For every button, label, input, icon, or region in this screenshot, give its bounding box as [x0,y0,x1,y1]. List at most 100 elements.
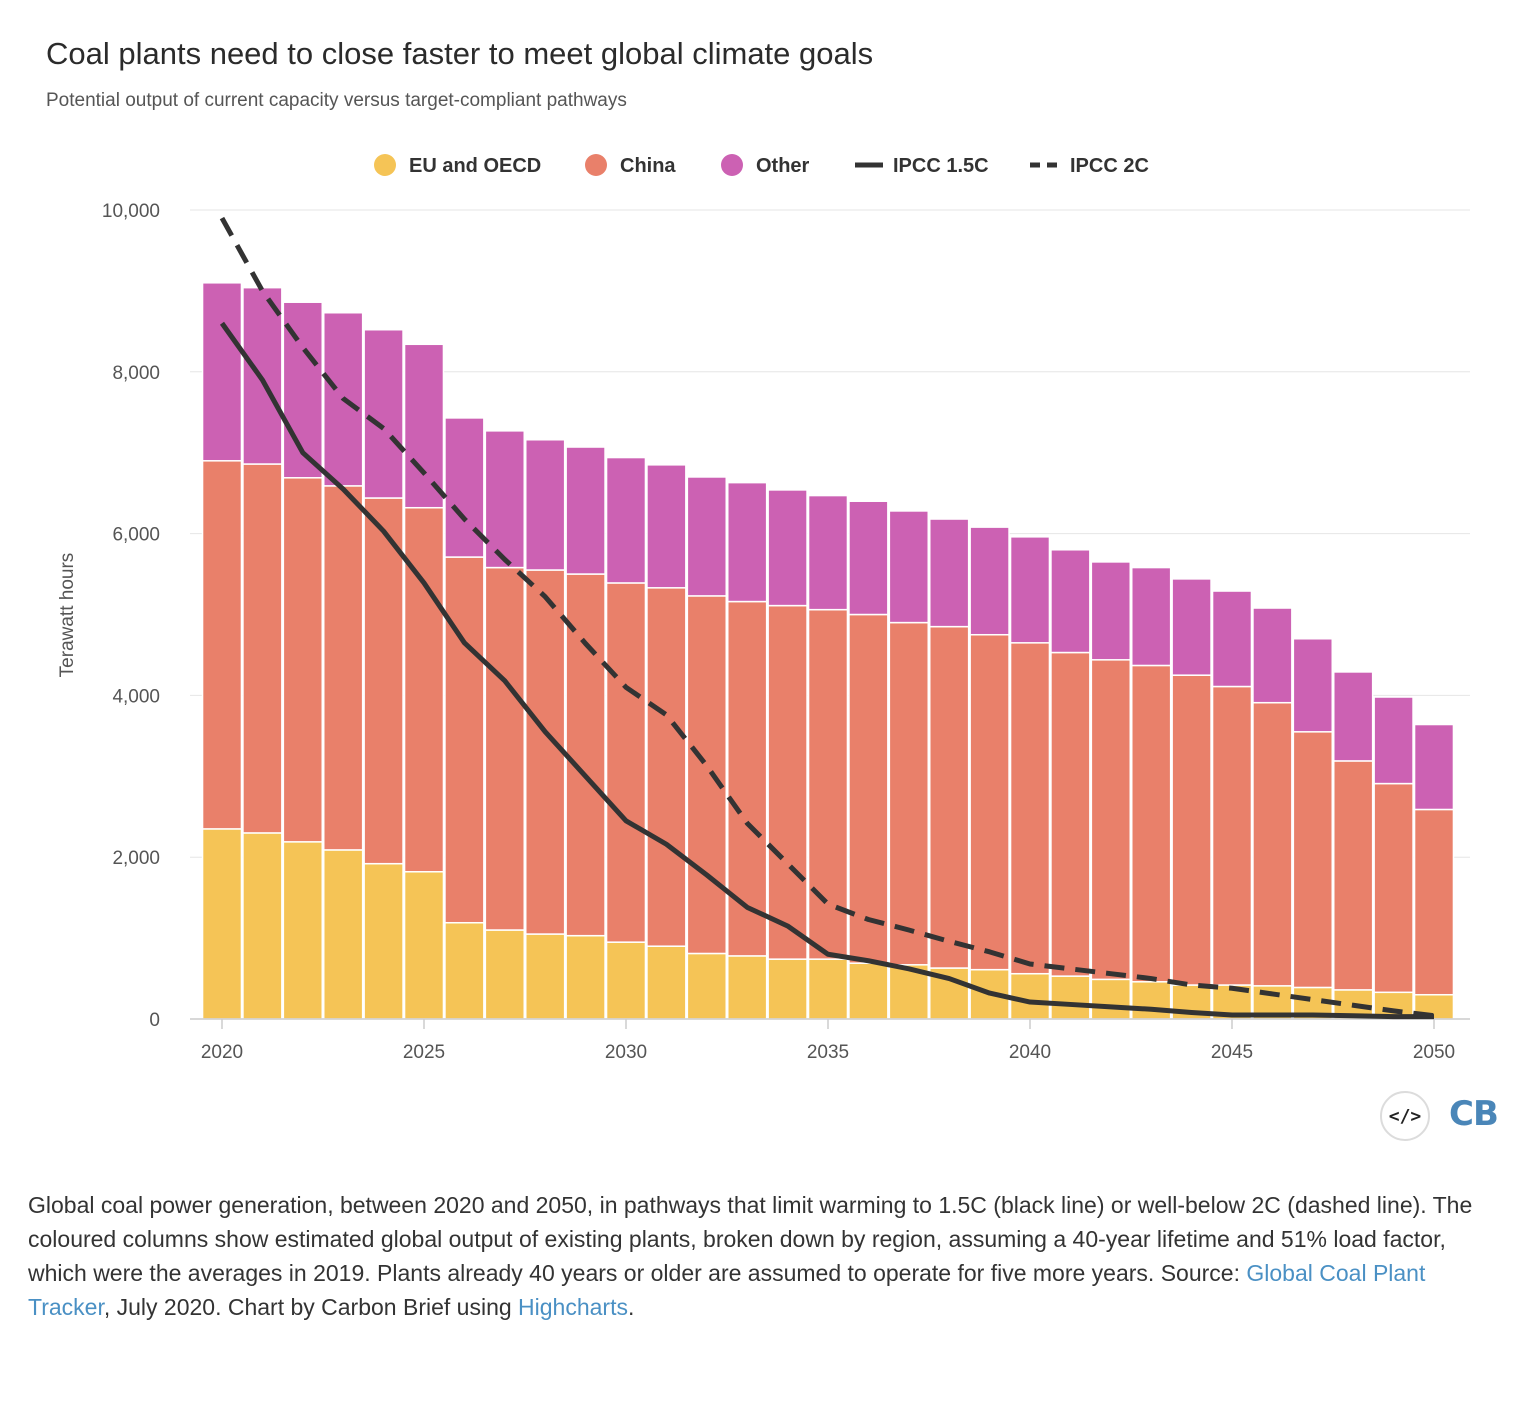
bar-segment-china [242,463,283,834]
x-tick-label: 2030 [605,1042,647,1063]
bar-segment-china [484,566,526,931]
bar-segment-china [1009,642,1051,975]
bar-segment-eu-and-oecd [848,962,889,1020]
bar-segment-other [1333,671,1374,762]
bar-segment-other [363,328,404,499]
bar-segment-eu-and-oecd [686,952,727,1020]
bar-segment-eu-and-oecd [1050,975,1091,1020]
bar-segment-other [727,481,768,603]
legend-item-ipcc-2c[interactable]: IPCC 2C [1030,155,1149,177]
bar-segment-other [1252,607,1293,704]
chart-title: Coal plants need to close faster to meet… [46,36,874,71]
bar-segment-china [686,595,727,955]
bar-segment-china [323,485,364,851]
bar-segment-eu-and-oecd [605,941,647,1020]
bar-segment-other [1292,638,1333,733]
bar-segment-china [605,582,647,943]
legend-item-china[interactable]: China [585,154,676,177]
y-tick-label: 2,000 [112,848,160,869]
bar-segment-eu-and-oecd [323,849,364,1020]
x-tick-label: 2035 [807,1042,849,1063]
bar-segment-china [727,600,768,957]
y-axis-title: Terawatt hours [57,553,78,678]
bar-segment-china [1292,731,1333,989]
y-axis-labels: 0 2,000 4,000 6,000 8,000 10,000 [102,201,160,1031]
bar-segment-other [929,518,970,628]
y-tick-label: 10,000 [102,201,160,222]
x-tick-label: 2040 [1009,1042,1051,1063]
chart-legend[interactable]: EU and OECD China Other IPCC 1.5C IPCC 2C [374,154,1149,177]
bar-segment-other [484,430,526,569]
caption-text-1: Global coal power generation, between 20… [28,1192,1473,1286]
bar-segment-other [969,526,1010,636]
bar-segment-eu-and-oecd [767,958,808,1020]
bar-segment-eu-and-oecd [282,841,324,1020]
bar-segment-other [1090,561,1131,661]
global-coal-plant-tracker-link[interactable]: Global Coal Plant Tracker [28,1260,1426,1320]
caption-text-3: . [627,1294,635,1320]
bar-segment-eu-and-oecd [484,929,526,1020]
bar-segment-china [565,573,606,937]
stacked-column-chart: EU and OECD China Other IPCC 1.5C IPCC 2C 0 2… [57,154,1470,1063]
bar-segment-china [525,569,566,935]
bar-segment-other [201,282,243,462]
bar-segment-china [1252,701,1293,987]
bar-segment-china [444,556,485,924]
bar-segment-china [1211,685,1253,986]
x-tick-label: 2025 [403,1042,445,1063]
bar-segment-eu-and-oecd [444,921,485,1020]
bar-segment-china [1333,760,1374,991]
legend-label: China [620,155,676,177]
highcharts-link[interactable]: Highcharts [518,1294,628,1320]
legend-label: IPCC 2C [1070,155,1149,177]
y-tick-label: 0 [149,1010,160,1031]
y-tick-label: 4,000 [112,686,160,707]
bar-segment-other [848,500,889,616]
line-ipcc-1-5c [219,321,1434,1020]
bar-segment-china [929,625,970,969]
legend-marker [374,154,396,176]
bar-segment-china [848,613,889,964]
bar-segment-eu-and-oecd [1090,978,1131,1020]
bar-segment-china [767,604,808,960]
legend-label: IPCC 1.5C [893,155,989,177]
chart-caption: Global coal power generation, between 20… [28,1188,1488,1324]
bar-segment-other [646,464,687,589]
bar-segment-other [1131,566,1172,667]
bar-segment-china [1373,782,1414,994]
bar-segment-china [969,633,1010,971]
bar-segment-china [1090,659,1131,981]
bar-segment-other [1211,590,1253,688]
bar-segment-eu-and-oecd [1009,972,1051,1020]
y-tick-label: 8,000 [112,363,160,384]
x-axis: 2020 2025 2030 2035 2040 2045 2050 [190,1018,1470,1063]
bar-segment-china [888,621,929,966]
embed-code-icon[interactable]: </> [1380,1091,1430,1141]
bar-segment-china [201,460,243,830]
x-tick-label: 2020 [201,1042,243,1063]
bar-segment-eu-and-oecd [646,945,687,1020]
bar-segment-other [888,510,929,624]
bar-segment-china [646,587,687,947]
legend-item-ipcc-1-5c[interactable]: IPCC 1.5C [855,155,989,177]
bar-segment-china [1131,664,1172,983]
bar-segment-eu-and-oecd [525,933,566,1020]
bar-segment-other [686,476,727,597]
bar-segment-other [1009,536,1051,644]
bar-segment-china [1171,674,1212,986]
bar-segment-other [605,456,647,584]
legend-label: Other [756,155,810,177]
x-tick-label: 2050 [1413,1042,1455,1063]
legend-item-other[interactable]: Other [721,154,810,177]
bar-segment-eu-and-oecd [403,871,445,1020]
bar-segment-eu-and-oecd [242,832,283,1020]
bar-segment-other [1413,723,1455,811]
x-tick-label: 2045 [1211,1042,1253,1063]
bar-segment-china [1413,808,1455,996]
line-ipcc-2c [219,216,1435,1019]
bar-segment-eu-and-oecd [363,862,404,1020]
pathway-lines [219,216,1435,1020]
bar-segment-other [525,439,566,571]
legend-item-eu-and-oecd[interactable]: EU and OECD [374,154,541,177]
bar-segment-china [282,477,324,843]
